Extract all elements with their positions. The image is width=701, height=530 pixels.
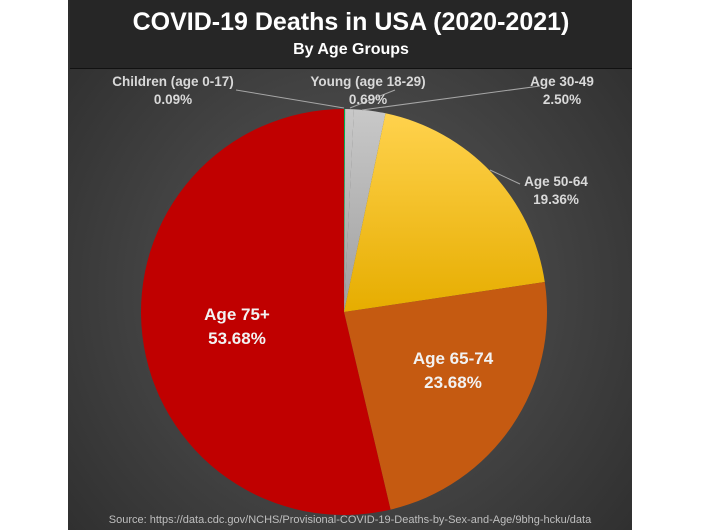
slice-value-label: 2.50%	[543, 92, 581, 107]
slice-label: Children (age 0-17)	[112, 74, 234, 89]
slice-value-label: 23.68%	[424, 373, 482, 392]
slice-value-label: 0.69%	[349, 92, 387, 107]
leader-line	[235, 89, 345, 109]
title-box: COVID-19 Deaths in USA (2020-2021) By Ag…	[70, 0, 632, 69]
pie-slice-2	[344, 109, 354, 313]
slice-value-label: 0.09%	[154, 92, 192, 107]
source-note: Source: https://data.cdc.gov/NCHS/Provis…	[108, 514, 592, 526]
pie-slice-6	[141, 109, 391, 515]
slice-label: Age 50-64	[524, 174, 588, 189]
pie-slice-1	[344, 109, 346, 312]
slice-value-label: 19.36%	[533, 192, 579, 207]
slice-label: Age 65-74	[413, 349, 494, 368]
pie-slice-3	[344, 109, 386, 312]
slice-label: Age 30-49	[530, 74, 594, 89]
chart-title: COVID-19 Deaths in USA (2020-2021)	[132, 8, 570, 36]
slice-label: Young (age 18-29)	[310, 74, 425, 89]
pie-slice-4	[344, 113, 545, 312]
slice-value-label: 53.68%	[208, 329, 266, 348]
chart-subtitle: By Age Groups	[293, 41, 409, 58]
leader-line	[349, 89, 396, 109]
leader-line	[361, 85, 541, 111]
leader-line	[489, 169, 521, 185]
slice-label: Age 75+	[204, 305, 270, 324]
pie-slice-5	[344, 282, 548, 510]
